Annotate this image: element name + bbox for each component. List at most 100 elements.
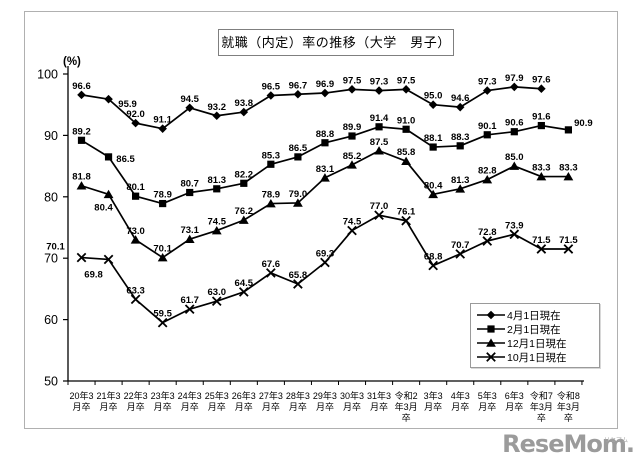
data-label: 90.9 — [574, 118, 593, 129]
triangle-marker — [130, 235, 141, 244]
data-label: 82.2 — [235, 169, 254, 180]
y-axis-unit-label: (%) — [63, 56, 81, 68]
diamond-marker — [77, 90, 86, 100]
triangle-marker — [320, 173, 330, 182]
legend-item: 10月1日現在 — [475, 350, 597, 364]
data-label: 97.3 — [370, 77, 389, 88]
x-tick-label: 30年3 月卒 — [340, 390, 364, 412]
square-marker — [348, 132, 356, 140]
chart-title: 就職（内定）率の推移（大学 男子） — [218, 29, 454, 56]
data-label: 79.0 — [289, 189, 308, 200]
data-label: 80.4 — [424, 180, 443, 191]
legend-item: 12月1日現在 — [475, 336, 597, 350]
x-marker — [536, 244, 547, 254]
diamond-marker — [212, 111, 222, 121]
x-tick-label: 22年3 月卒 — [124, 390, 148, 412]
x-marker — [130, 294, 141, 305]
data-label: 73.0 — [126, 226, 145, 237]
data-label: 96.7 — [289, 80, 308, 91]
triangle-marker — [482, 175, 493, 184]
x-tick-label: 4年3 月卒 — [451, 390, 470, 412]
x-marker — [211, 296, 222, 307]
data-label: 80.7 — [180, 179, 199, 190]
triangle-marker — [265, 198, 276, 208]
triangle-marker — [509, 161, 520, 170]
data-label: 80.1 — [126, 182, 145, 193]
data-label: 70.7 — [451, 240, 470, 251]
triangle-marker — [455, 184, 466, 193]
data-label: 85.8 — [397, 147, 416, 158]
x-marker — [320, 257, 330, 268]
square-marker — [321, 139, 329, 147]
data-label: 90.6 — [505, 118, 524, 129]
data-label: 83.3 — [532, 163, 551, 174]
diamond-marker — [320, 88, 330, 98]
data-label: 77.0 — [370, 201, 389, 212]
x-marker — [157, 317, 168, 328]
legend-marker — [477, 325, 505, 333]
data-label: 68.8 — [424, 252, 443, 263]
legend-item: 2月1日現在 — [475, 322, 597, 336]
triangle-marker — [238, 215, 249, 224]
x-marker — [184, 304, 195, 314]
data-label: 93.2 — [208, 102, 227, 113]
x-marker — [266, 268, 276, 278]
square-marker — [267, 160, 275, 168]
legend-marker — [477, 310, 505, 320]
data-label: 63.3 — [126, 285, 145, 296]
square-marker — [483, 131, 491, 139]
data-label: 97.5 — [343, 75, 362, 86]
data-label: 81.3 — [451, 175, 470, 186]
data-label: 74.5 — [208, 217, 227, 228]
data-label: 89.2 — [72, 126, 91, 137]
data-label: 89.9 — [343, 122, 362, 133]
x-tick-label: 6年3 月卒 — [505, 390, 524, 412]
triangle-marker — [103, 189, 114, 199]
x-tick-label: 5年3 月卒 — [478, 390, 497, 412]
data-label: 64.5 — [235, 278, 254, 289]
diamond-marker — [486, 310, 496, 320]
x-tick-label: 令和7 年3月卒 — [530, 390, 553, 423]
square-marker — [159, 199, 167, 208]
square-marker — [456, 142, 464, 150]
data-label: 93.8 — [235, 98, 254, 109]
legend: 4月1日現在 2月1日現在 12月1日現在 10月1日現在 — [470, 303, 600, 368]
square-marker — [537, 121, 545, 130]
data-label: 90.1 — [478, 121, 497, 132]
x-tick-label: 27年3 月卒 — [259, 390, 283, 412]
x-tick-label: 24年3 月卒 — [178, 390, 202, 412]
x-marker — [347, 225, 357, 236]
data-label: 86.5 — [116, 154, 135, 165]
triangle-marker — [76, 181, 87, 190]
diamond-marker — [455, 102, 465, 112]
data-label: 78.9 — [153, 190, 172, 201]
y-tick-label: 70 — [44, 252, 58, 266]
data-label: 94.5 — [180, 94, 199, 105]
x-marker — [103, 254, 114, 265]
data-label: 81.8 — [72, 172, 91, 183]
data-label: 96.6 — [72, 81, 91, 92]
diamond-marker — [347, 85, 357, 94]
x-marker — [455, 249, 466, 259]
square-marker — [294, 153, 302, 161]
data-label: 69.3 — [316, 248, 335, 259]
x-marker — [293, 279, 303, 289]
diamond-marker — [293, 89, 303, 99]
data-label: 88.1 — [424, 133, 443, 144]
diamond-marker — [482, 86, 492, 95]
x-marker — [76, 252, 87, 263]
data-label: 59.5 — [153, 309, 172, 320]
watermark-ruby: リセマム — [603, 437, 628, 444]
x-marker — [509, 229, 520, 240]
data-label: 96.5 — [262, 81, 281, 92]
data-label: 92.0 — [126, 109, 145, 120]
data-label: 91.4 — [370, 113, 389, 124]
x-tick-label: 21年3 月卒 — [97, 390, 121, 412]
square-marker — [132, 192, 140, 200]
diamond-marker — [428, 100, 438, 109]
x-marker — [486, 352, 496, 362]
triangle-marker — [374, 146, 384, 155]
data-label: 76.1 — [397, 207, 416, 218]
data-label: 86.5 — [289, 143, 308, 154]
